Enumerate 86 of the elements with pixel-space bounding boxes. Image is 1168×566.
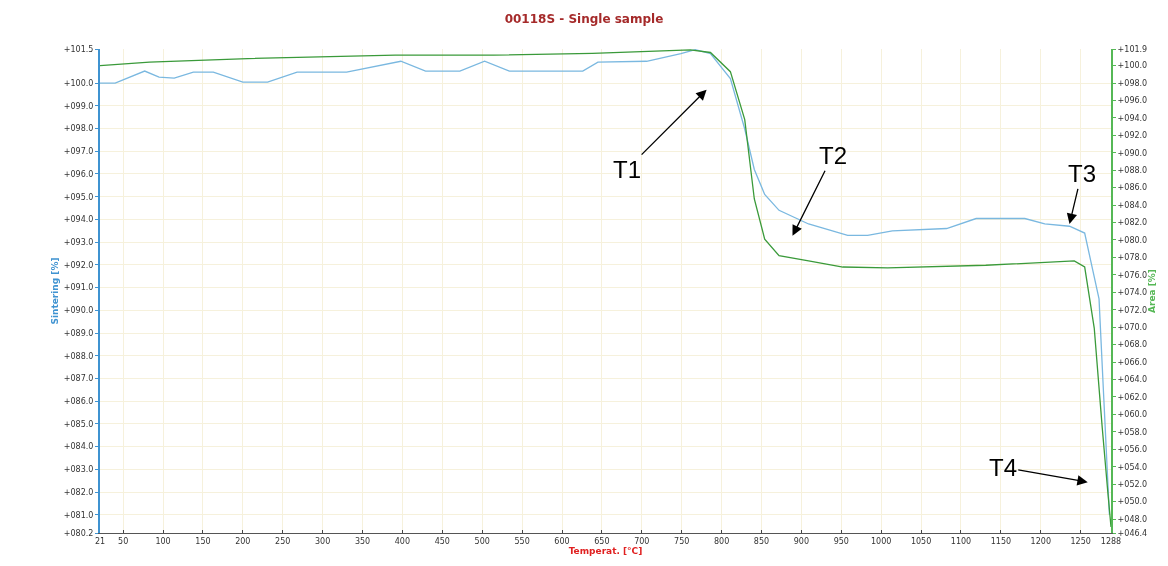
x-tick-label: 100 <box>155 536 171 546</box>
y-tick-label: +087.0 <box>63 374 94 384</box>
x-tick-label: 500 <box>474 536 490 546</box>
y2-tick-label: +082.0 <box>1117 218 1148 228</box>
y2-tick-label: +048.0 <box>1117 514 1148 524</box>
y-tick-label: +094.0 <box>63 215 94 225</box>
y-tick-label: +095.0 <box>63 192 94 202</box>
y2-tick-label: +098.0 <box>1117 78 1148 88</box>
x-tick-label: 550 <box>514 536 530 546</box>
y2-axis-title: Area [%] <box>1147 269 1158 313</box>
y-tick-label: +081.0 <box>63 510 94 520</box>
y2-tick-label: +054.0 <box>1117 462 1148 472</box>
y2-tick-label: +094.0 <box>1117 113 1148 123</box>
y2-tick-label: +092.0 <box>1117 131 1148 141</box>
y-tick-label: +099.0 <box>63 101 94 111</box>
y2-tick-label: +064.0 <box>1117 375 1148 385</box>
y-tick-label: +083.0 <box>63 465 94 475</box>
y2-tick-label: +052.0 <box>1117 479 1148 489</box>
y2-tick-label: +050.0 <box>1117 497 1148 507</box>
x-tick-label: 1288 <box>1100 536 1122 546</box>
y-tick-label: +080.2 <box>63 528 94 538</box>
x-tick-label: 450 <box>434 536 450 546</box>
x-tick-label: 21 <box>94 536 106 546</box>
x-tick-label: 700 <box>634 536 650 546</box>
y2-tick-label: +080.0 <box>1117 235 1148 245</box>
y2-tick-label: +086.0 <box>1117 183 1148 193</box>
x-tick-label: 650 <box>594 536 610 546</box>
x-tick-label: 1250 <box>1070 536 1091 546</box>
y2-tick-label: +084.0 <box>1117 200 1148 210</box>
annotation: T4 <box>989 454 1018 481</box>
y2-tick-label: +090.0 <box>1117 148 1148 158</box>
x-tick-label: 50 <box>118 536 129 546</box>
y-tick-label: +100.0 <box>63 78 94 88</box>
y-tick-label: +096.0 <box>63 169 94 179</box>
x-tick-label: 950 <box>833 536 849 546</box>
y-tick-label: +084.0 <box>63 442 94 452</box>
y2-tick-label: +096.0 <box>1117 96 1148 106</box>
y-tick-label: +093.0 <box>63 237 94 247</box>
y2-tick-label: +076.0 <box>1117 270 1148 280</box>
x-tick-label: 1050 <box>910 536 932 546</box>
y2-tick-label: +060.0 <box>1117 410 1148 420</box>
y2-tick-label: +058.0 <box>1117 427 1148 437</box>
chart-title: 00118S - Single sample <box>504 11 664 26</box>
y-tick-label: +101.5 <box>63 44 94 54</box>
x-tick-label: 750 <box>674 536 690 546</box>
annotation: T1 <box>613 156 642 183</box>
y2-tick-label: +062.0 <box>1117 392 1148 402</box>
y2-tick-label: +078.0 <box>1117 253 1148 263</box>
x-tick-label: 300 <box>314 536 331 546</box>
y-tick-label: +085.0 <box>63 419 94 429</box>
x-tick-label: 150 <box>195 536 211 546</box>
x-tick-label: 400 <box>394 536 411 546</box>
y-tick-label: +097.0 <box>63 147 94 157</box>
x-tick-label: 250 <box>275 536 291 546</box>
y-tick-label: +082.0 <box>63 487 94 497</box>
x-tick-label: 850 <box>753 536 770 546</box>
x-axis-title: Temperat. [°C] <box>568 545 643 556</box>
y2-tick-label: +056.0 <box>1117 445 1148 455</box>
y2-tick-label: +046.4 <box>1117 528 1148 538</box>
y-tick-label: +091.0 <box>63 283 94 293</box>
x-tick-label: 600 <box>554 536 570 546</box>
x-tick-label: 1000 <box>871 536 892 546</box>
x-tick-label: 900 <box>793 536 810 546</box>
y2-tick-label: +088.0 <box>1117 166 1148 176</box>
x-tick-label: 800 <box>713 536 730 546</box>
y-tick-label: +090.0 <box>63 306 94 316</box>
y-tick-label: +089.0 <box>63 328 94 338</box>
y-axis-title: Sintering [%] <box>49 257 60 325</box>
x-tick-label: 1150 <box>990 536 1012 546</box>
x-tick-label: 200 <box>235 536 251 546</box>
annotation: T2 <box>819 142 848 169</box>
y2-tick-label: +066.0 <box>1117 357 1148 367</box>
y2-tick-label: +072.0 <box>1117 305 1148 315</box>
y-tick-label: +088.0 <box>63 351 94 361</box>
x-tick-label: 350 <box>354 536 371 546</box>
y2-tick-label: +070.0 <box>1117 322 1148 332</box>
y-tick-label: +086.0 <box>63 397 94 407</box>
y-tick-label: +098.0 <box>63 124 94 134</box>
x-tick-label: 1100 <box>950 536 972 546</box>
y2-tick-label: +074.0 <box>1117 288 1148 298</box>
annotation: T3 <box>1068 160 1097 187</box>
y2-tick-label: +100.0 <box>1117 61 1148 71</box>
y2-tick-label: +101.9 <box>1117 44 1148 54</box>
y-tick-label: +092.0 <box>63 260 94 270</box>
y2-tick-label: +068.0 <box>1117 340 1148 350</box>
x-tick-label: 1200 <box>1030 536 1051 546</box>
